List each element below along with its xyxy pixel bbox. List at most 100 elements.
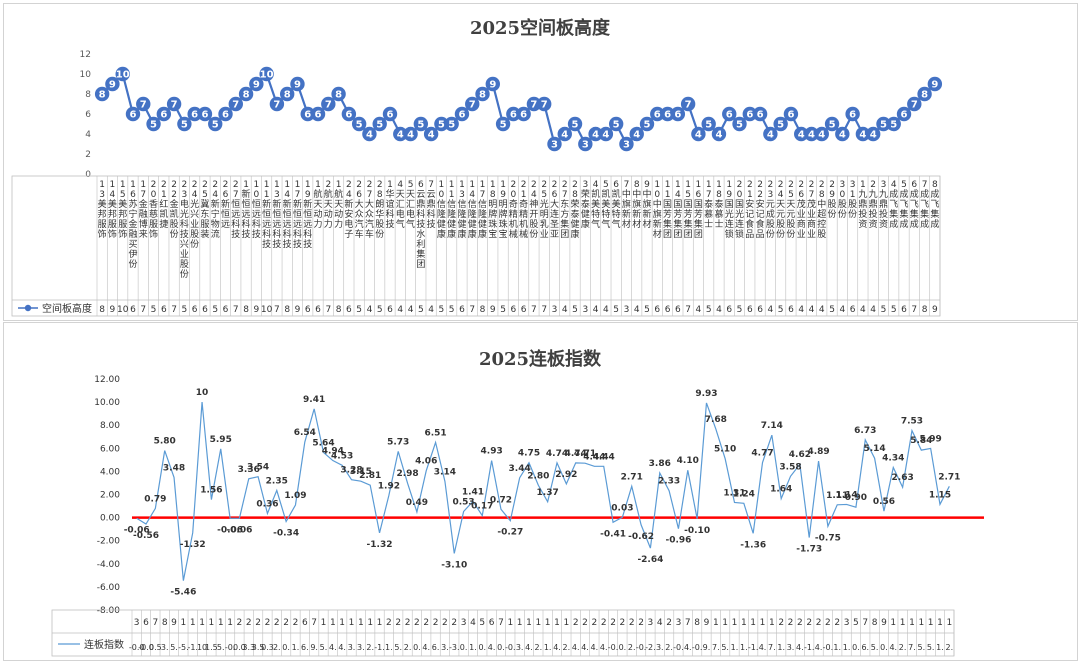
data-point <box>321 96 336 112</box>
category-label: 安 <box>745 198 754 210</box>
category-label: 7 <box>624 180 630 190</box>
category-label: 7 <box>498 618 504 628</box>
category-label: 1 <box>665 180 671 190</box>
data-label: 1.09 <box>284 491 306 501</box>
category-label: 恒 <box>252 198 261 210</box>
table-value: 7 <box>274 305 280 315</box>
table-value: 2. <box>273 643 281 652</box>
data-label: 8 <box>921 90 928 101</box>
data-label: 6 <box>746 110 753 121</box>
category-label: 6 <box>223 190 229 200</box>
data-label: 10 <box>196 388 209 398</box>
category-label: 恒 <box>293 208 302 220</box>
category-label: 1 <box>330 618 336 628</box>
category-label: 乳 <box>540 218 549 230</box>
category-label: 新 <box>242 188 251 200</box>
table-value: 1. <box>544 643 552 652</box>
category-label: 1 <box>769 618 775 628</box>
board-index-chart: 2025连板指数 -8.00-6.00-4.00-2.000.002.004.0… <box>51 348 984 657</box>
category-label: 邦 <box>98 208 107 220</box>
category-label: 新 <box>283 198 292 210</box>
category-label: 团 <box>560 229 569 240</box>
category-label: 2 <box>798 180 804 190</box>
category-label: 团 <box>684 229 693 240</box>
category-label: 技 <box>416 218 425 230</box>
category-label: 科 <box>293 228 302 240</box>
table-value: 4 <box>819 305 825 315</box>
category-label: 凯 <box>170 208 179 220</box>
data-point <box>290 76 305 92</box>
category-label: 鼎 <box>869 199 878 210</box>
category-label: 2 <box>356 180 362 190</box>
table-value: 0. <box>478 643 486 652</box>
category-label: 2 <box>423 618 429 628</box>
category-label: 记 <box>745 209 754 220</box>
category-label: 6 <box>552 190 558 200</box>
category-label: 4 <box>346 190 352 200</box>
category-label: 1 <box>850 190 856 200</box>
data-point <box>732 116 747 132</box>
category-label: 3 <box>459 190 465 200</box>
category-label: 1 <box>321 618 327 628</box>
category-label: 恒 <box>262 208 271 220</box>
data-label: 6 <box>520 110 527 121</box>
category-label: 恒 <box>272 208 281 220</box>
table-value: 5 <box>881 305 887 315</box>
category-label: 连 <box>550 208 559 220</box>
category-label: 业 <box>807 209 816 220</box>
category-label: 1 <box>713 618 719 628</box>
table-value: 7 <box>531 305 537 315</box>
data-label: 7 <box>530 100 537 111</box>
category-label: 0 <box>151 190 157 200</box>
data-label: -1.73 <box>796 545 822 555</box>
category-label: 物 <box>211 218 220 230</box>
data-label: 4 <box>798 130 805 141</box>
data-point <box>526 96 542 112</box>
category-label: 7 <box>428 180 434 190</box>
table-value: -0. <box>636 643 647 652</box>
category-label: 远 <box>283 219 292 230</box>
data-label: 9 <box>294 80 301 91</box>
table-value: 3. <box>516 643 524 652</box>
table-value: 9 <box>253 305 259 315</box>
category-label: 电 <box>406 208 415 220</box>
data-label: 6 <box>849 110 856 121</box>
data-point <box>238 86 254 102</box>
table-value: 2. <box>946 643 954 652</box>
data-table: 13美邦服饰14美邦服饰15美邦服饰16苏宁金融买伊份17金融博来20香慈服饰2… <box>11 175 941 317</box>
data-label: 6 <box>654 110 661 121</box>
category-label: 特 <box>591 208 600 220</box>
category-label: 成 <box>920 218 929 230</box>
data-label: 5 <box>438 120 445 131</box>
data-label: 2.81 <box>359 471 381 481</box>
category-label: 1 <box>563 618 569 628</box>
table-value: -3. <box>449 643 460 652</box>
category-label: 健 <box>447 218 456 230</box>
table-value: 4 <box>839 305 845 315</box>
data-label: 8 <box>243 90 250 101</box>
category-label: 股 <box>180 259 189 270</box>
category-label: 旗 <box>632 198 641 210</box>
data-label: 4.06 <box>415 457 437 467</box>
category-label: 成 <box>930 188 939 200</box>
category-label: 远 <box>231 209 240 220</box>
category-label: 健 <box>468 218 477 230</box>
data-label: 6 <box>201 110 208 121</box>
data-label: 4.77 <box>751 449 773 459</box>
data-label: 6 <box>458 110 465 121</box>
data-label: 0.79 <box>144 494 166 504</box>
category-label: 精 <box>509 208 518 220</box>
category-label: 4 <box>397 180 403 190</box>
category-label: 特 <box>601 208 610 220</box>
table-value: 8 <box>336 305 342 315</box>
category-label: 捷 <box>159 218 168 230</box>
category-label: 1 <box>449 180 455 190</box>
data-label: 5 <box>880 120 887 131</box>
category-label: 泰 <box>714 198 723 210</box>
category-label: 隆 <box>437 208 446 220</box>
category-label: 伊 <box>128 248 137 260</box>
category-label: 材 <box>642 218 651 230</box>
data-label: 3.15 <box>350 467 372 477</box>
category-label: 鼎 <box>416 199 425 210</box>
data-point <box>136 96 151 112</box>
